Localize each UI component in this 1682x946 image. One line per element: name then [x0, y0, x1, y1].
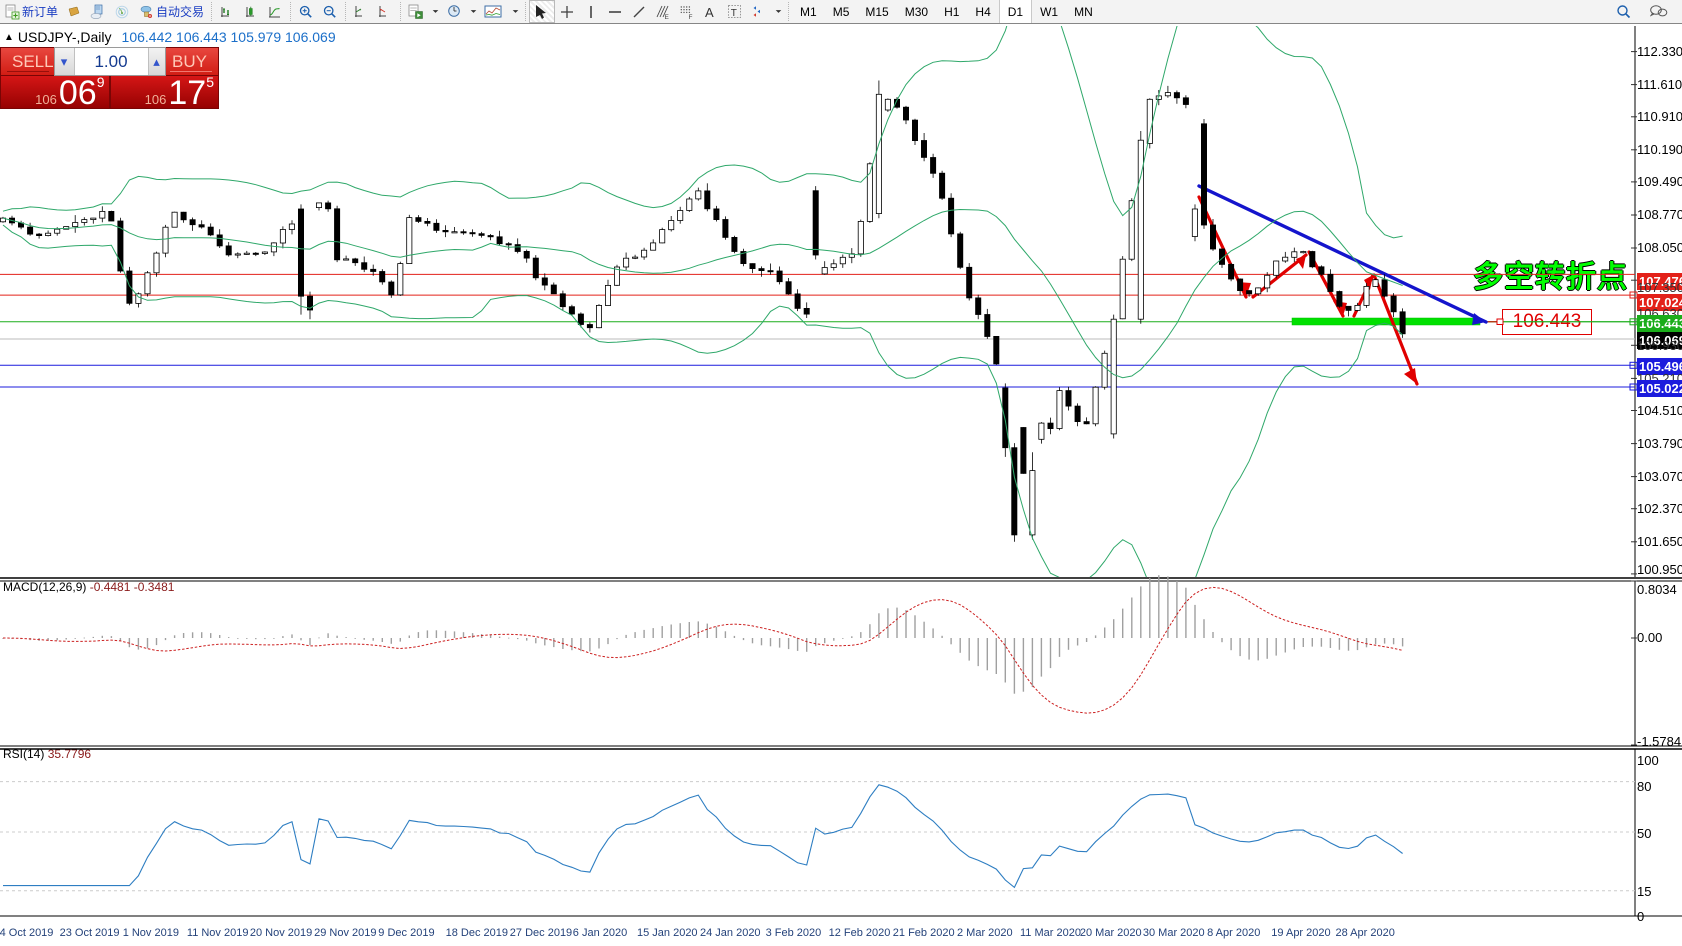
svg-text:A: A: [705, 5, 714, 20]
svg-text:E: E: [665, 14, 670, 20]
svg-text:T: T: [731, 8, 737, 19]
svg-text:F: F: [689, 14, 693, 20]
